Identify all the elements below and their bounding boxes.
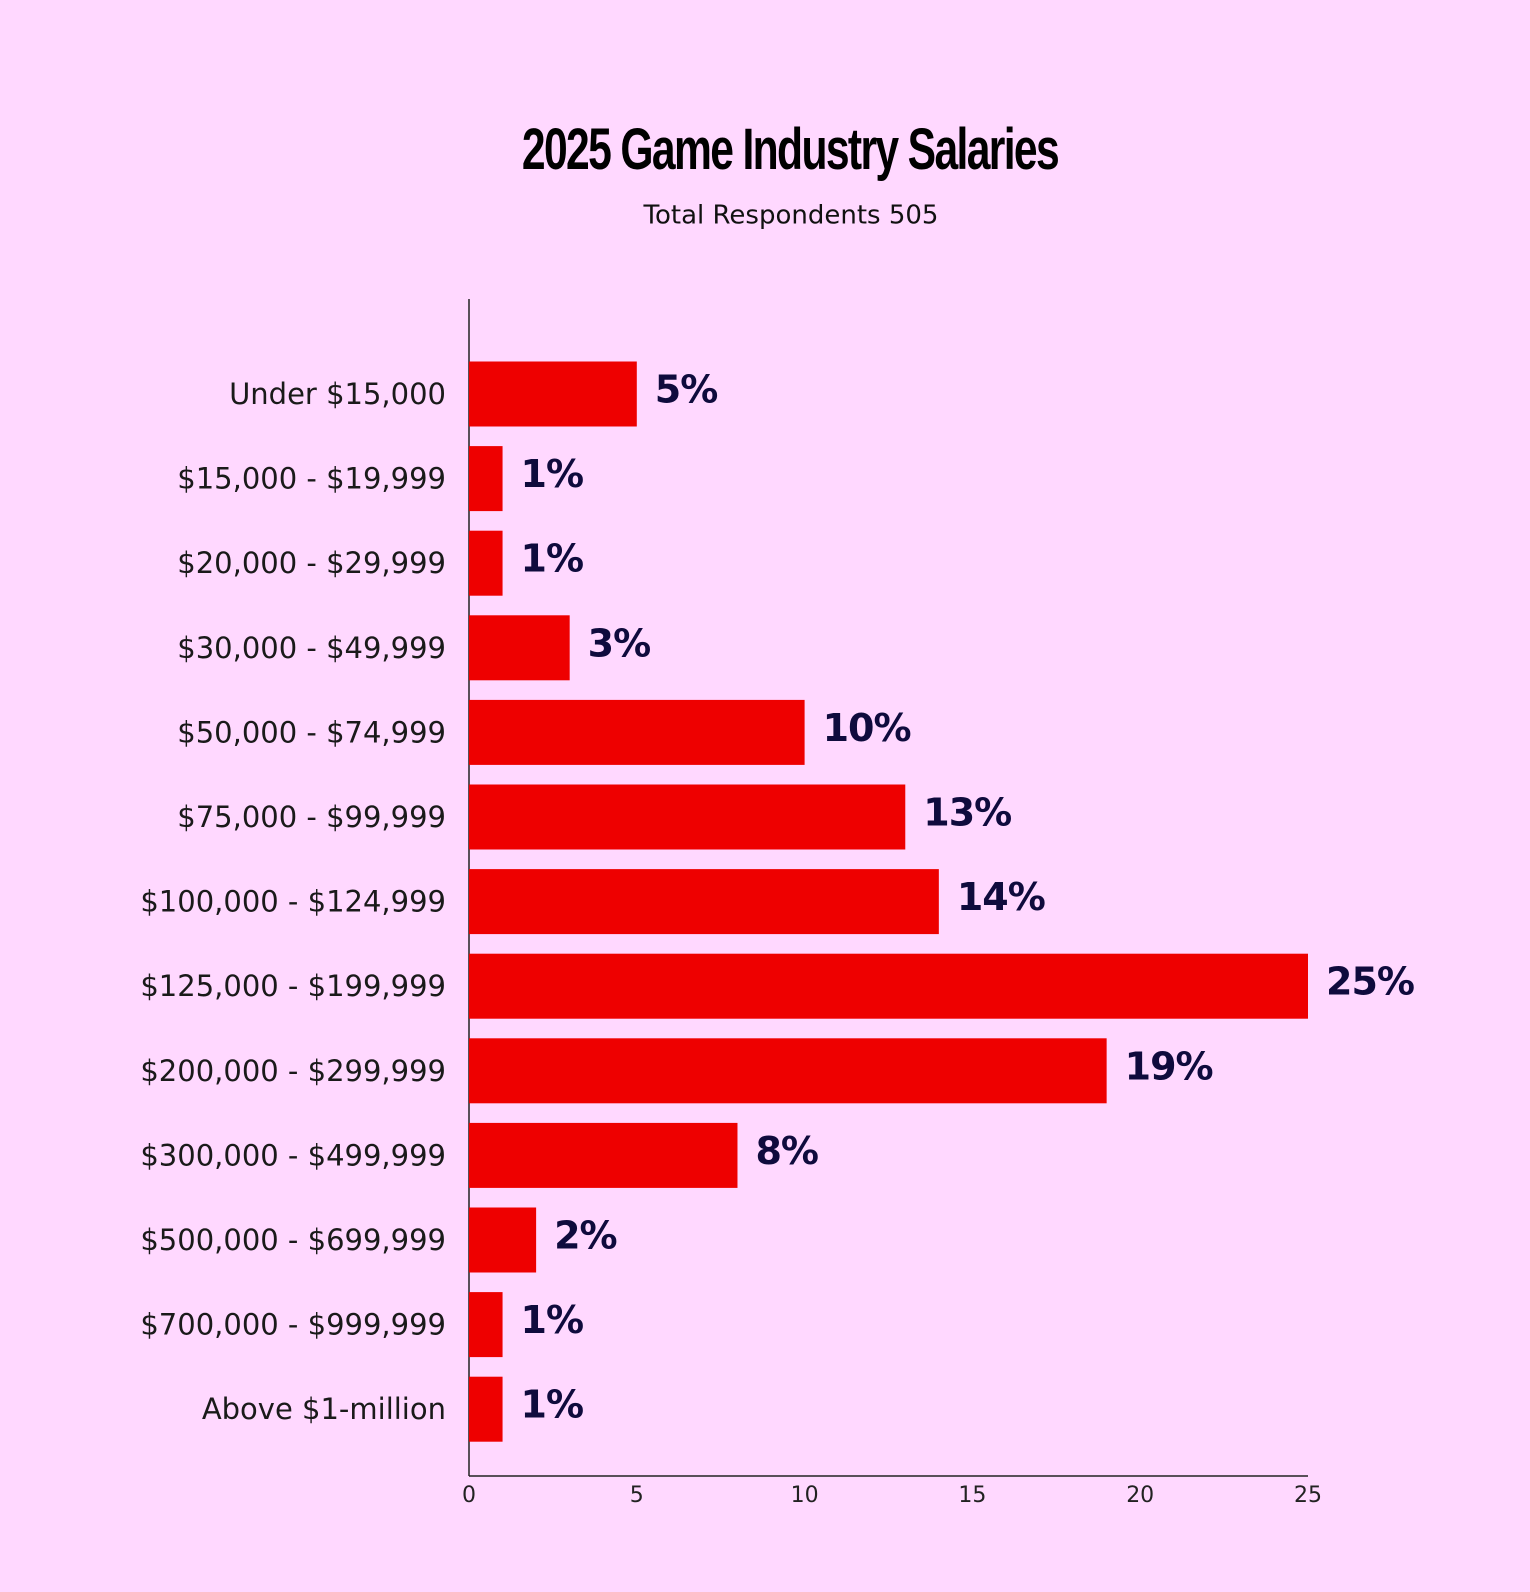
bar	[469, 615, 570, 681]
bar	[469, 530, 503, 596]
bar	[469, 953, 1308, 1019]
value-label: 10%	[823, 706, 911, 750]
y-tick-label: $30,000 - $49,999	[177, 631, 446, 665]
bar	[469, 869, 939, 935]
x-tick-label: 10	[791, 1483, 819, 1508]
value-label: 19%	[1125, 1044, 1213, 1088]
y-tick-label: $300,000 - $499,999	[140, 1138, 446, 1172]
bar	[469, 1207, 537, 1273]
y-tick-label: Above $1-million	[202, 1392, 446, 1426]
y-tick-label: $500,000 - $699,999	[140, 1223, 446, 1257]
x-tick-label: 5	[630, 1483, 644, 1508]
y-tick-label: $100,000 - $124,999	[140, 885, 446, 919]
y-tick-label: $75,000 - $99,999	[177, 800, 446, 834]
bar	[469, 1122, 738, 1188]
bar	[469, 699, 805, 765]
bar	[469, 446, 503, 512]
value-label: 13%	[923, 791, 1011, 835]
value-label: 1%	[521, 1383, 584, 1427]
bar	[469, 1038, 1107, 1104]
x-tick-label: 0	[462, 1483, 476, 1508]
bar	[469, 1292, 503, 1358]
value-label: 1%	[521, 1298, 584, 1342]
y-tick-label: $125,000 - $199,999	[140, 969, 446, 1003]
value-label: 14%	[957, 875, 1045, 919]
bar	[469, 361, 637, 427]
bar	[469, 1376, 503, 1442]
x-tick-label: 15	[958, 1483, 986, 1508]
x-tick-label: 25	[1294, 1483, 1322, 1508]
value-label: 1%	[521, 452, 584, 496]
y-tick-label: $200,000 - $299,999	[140, 1054, 446, 1088]
value-label: 2%	[554, 1214, 617, 1258]
value-label: 5%	[655, 368, 718, 412]
value-label: 8%	[755, 1129, 818, 1173]
chart-subtitle: Total Respondents 505	[643, 201, 939, 231]
y-tick-label: $700,000 - $999,999	[140, 1308, 446, 1342]
bar	[469, 784, 906, 850]
value-label: 25%	[1326, 960, 1414, 1004]
y-tick-label: $15,000 - $19,999	[177, 462, 446, 496]
value-label: 1%	[521, 537, 584, 581]
y-tick-label: $50,000 - $74,999	[177, 715, 446, 749]
y-tick-label: Under $15,000	[229, 377, 446, 411]
y-tick-label: $20,000 - $29,999	[177, 546, 446, 580]
x-tick-label: 20	[1126, 1483, 1154, 1508]
chart-title: 2025 Game Industry Salaries	[522, 116, 1059, 181]
value-label: 3%	[588, 621, 651, 665]
